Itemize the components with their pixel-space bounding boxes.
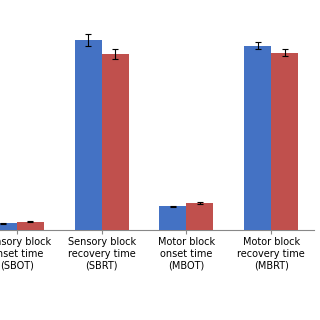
- Bar: [244, 46, 271, 230]
- Bar: [17, 222, 44, 230]
- Bar: [159, 206, 186, 230]
- Bar: [102, 54, 129, 230]
- Bar: [75, 40, 102, 230]
- Bar: [0, 223, 17, 230]
- Bar: [271, 53, 298, 230]
- Bar: [186, 203, 213, 230]
